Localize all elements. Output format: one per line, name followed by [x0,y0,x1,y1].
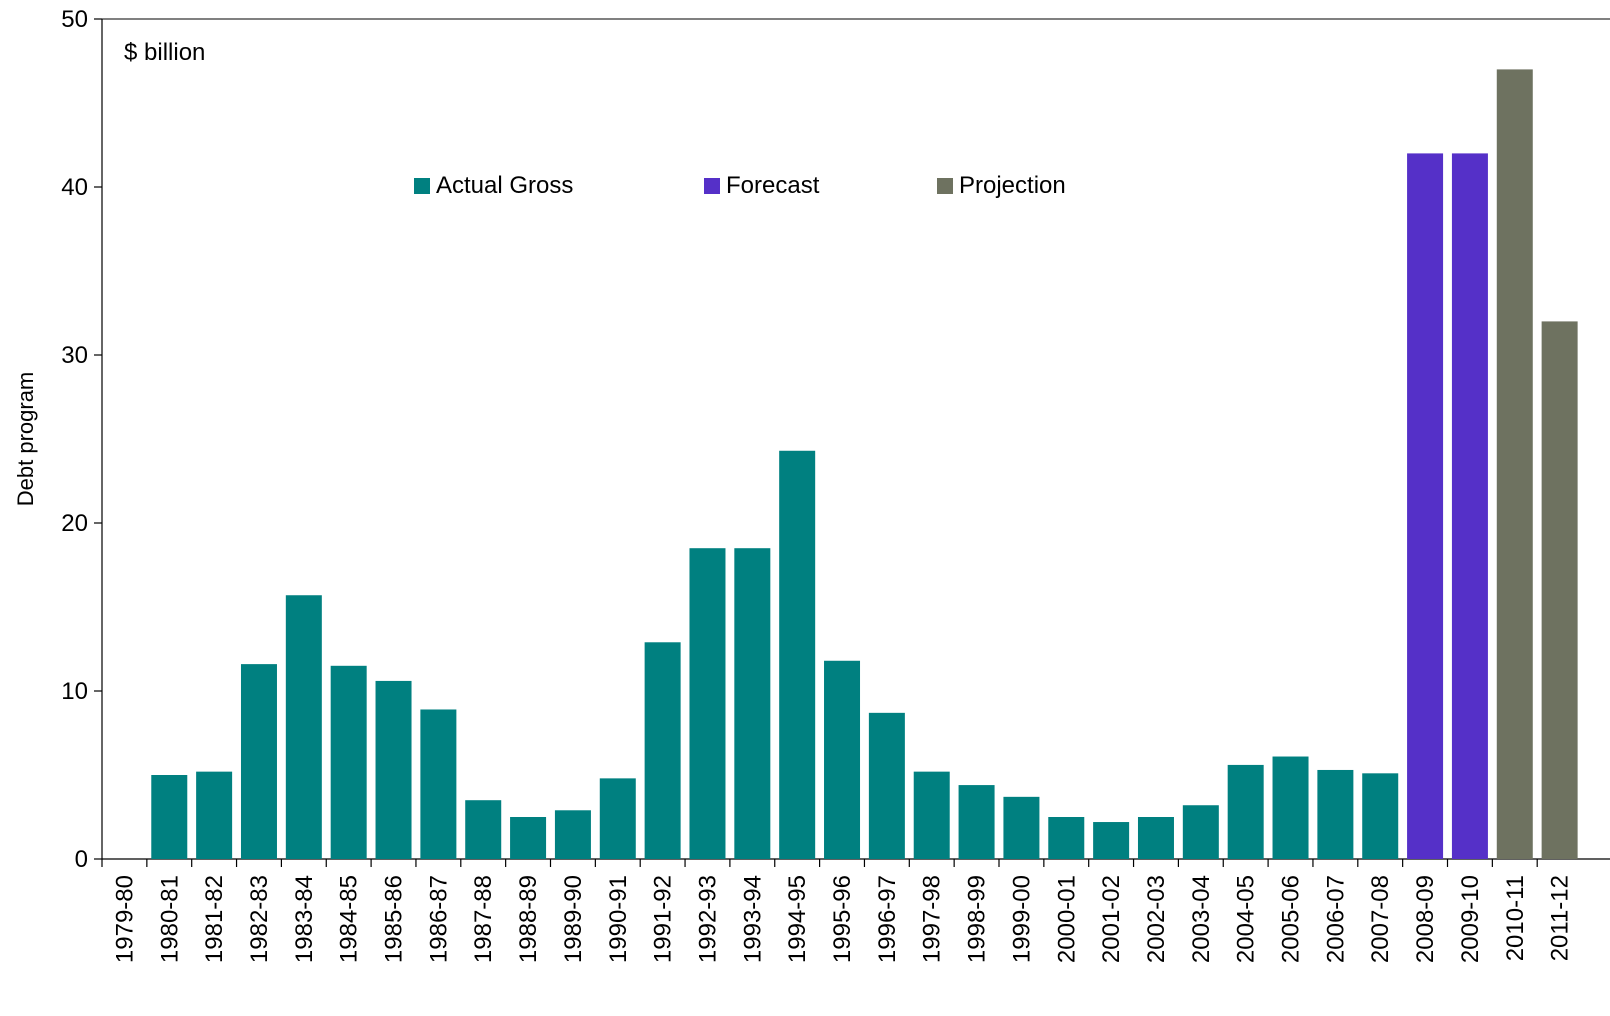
x-tick-label: 1994-95 [784,875,811,963]
x-tick-label: 2004-05 [1233,875,1260,963]
x-tick-label: 2000-01 [1053,875,1080,963]
bar [285,595,322,859]
x-tick-label: 2009-10 [1457,875,1484,963]
bar [958,785,995,859]
bar [868,712,905,859]
bar [1317,769,1354,859]
x-tick-label: 1990-91 [605,875,632,963]
legend-label: Actual Gross [436,172,573,199]
y-tick-label: 20 [61,510,88,537]
x-tick-label: 2008-09 [1412,875,1439,963]
bar [1227,764,1264,859]
bars [151,69,1578,859]
bar [824,660,861,859]
bar [375,680,412,859]
bar [1048,817,1085,859]
x-tick-label: 1993-94 [739,875,766,963]
bar [420,709,457,859]
legend: Actual Gross Forecast Projection [414,172,1066,199]
legend-label: Forecast [726,172,820,199]
y-tick-label: 40 [61,174,88,201]
x-tick-label: 2007-08 [1367,875,1394,963]
x-tick-label: 1981-82 [201,875,228,963]
x-tick-label: 2003-04 [1188,875,1215,963]
x-tick-label: 1980-81 [156,875,183,963]
x-tick-label: 1999-00 [1008,875,1035,963]
bar [240,664,277,859]
x-tick-label: 2011-12 [1547,875,1574,961]
bar [1272,756,1309,859]
legend-swatch [414,178,430,194]
unit-label: $ billion [124,39,205,66]
x-tick-label: 1988-89 [515,875,542,963]
y-axis-title: Debt program [13,372,38,507]
x-tick-label: 1983-84 [291,875,318,963]
bar [1093,822,1130,859]
bar [689,548,726,859]
x-tick-label: 2002-03 [1143,875,1170,963]
legend-swatch [704,178,720,194]
y-tick-label: 50 [61,6,88,33]
bar [330,665,367,859]
bar [1451,153,1488,859]
bar [1003,796,1040,859]
x-tick-label: 1995-96 [829,875,856,963]
y-tick-label: 0 [75,846,88,873]
bar [151,775,188,859]
y-axis: 0 10 20 30 40 50 [61,6,1610,873]
x-tick-label: 1989-90 [560,875,587,963]
x-tick-label: 1985-86 [381,875,408,963]
x-tick-label: 1996-97 [874,875,901,963]
x-tick-label: 2006-07 [1322,875,1349,963]
x-axis: 1979-80 1980-81 1981-82 1982-83 1983-84 1984-… [101,858,1610,963]
bar [599,778,636,859]
bar [1541,321,1578,859]
bar [1137,817,1174,859]
legend-swatch [937,178,953,194]
x-tick-label: 1984-85 [336,875,363,963]
bar [1407,153,1444,859]
bar [1182,805,1219,859]
x-tick-label: 1987-88 [470,875,497,963]
x-tick-label: 1991-92 [650,875,677,963]
bar [1362,773,1399,859]
bar [734,548,771,859]
x-tick-label: 1997-98 [919,875,946,963]
bar [1496,69,1533,859]
x-tick-label: 1982-83 [246,875,273,963]
x-tick-label: 2001-02 [1098,875,1125,963]
x-tick-label: 1992-93 [694,875,721,963]
x-tick-label: 2005-06 [1278,875,1305,963]
x-tick-label: 1986-87 [425,875,452,963]
bar [554,810,591,859]
x-tick-label: 2010-11 [1502,875,1529,961]
bar [644,642,681,859]
x-tick-label: 1998-99 [964,875,991,963]
bar [196,771,233,859]
bar [913,771,950,859]
y-tick-label: 10 [61,678,88,705]
x-tick-label: 1979-80 [111,875,138,963]
bar [465,800,502,859]
legend-label: Projection [959,172,1066,199]
bar [510,817,547,859]
bar [779,450,816,859]
y-tick-label: 30 [61,342,88,369]
